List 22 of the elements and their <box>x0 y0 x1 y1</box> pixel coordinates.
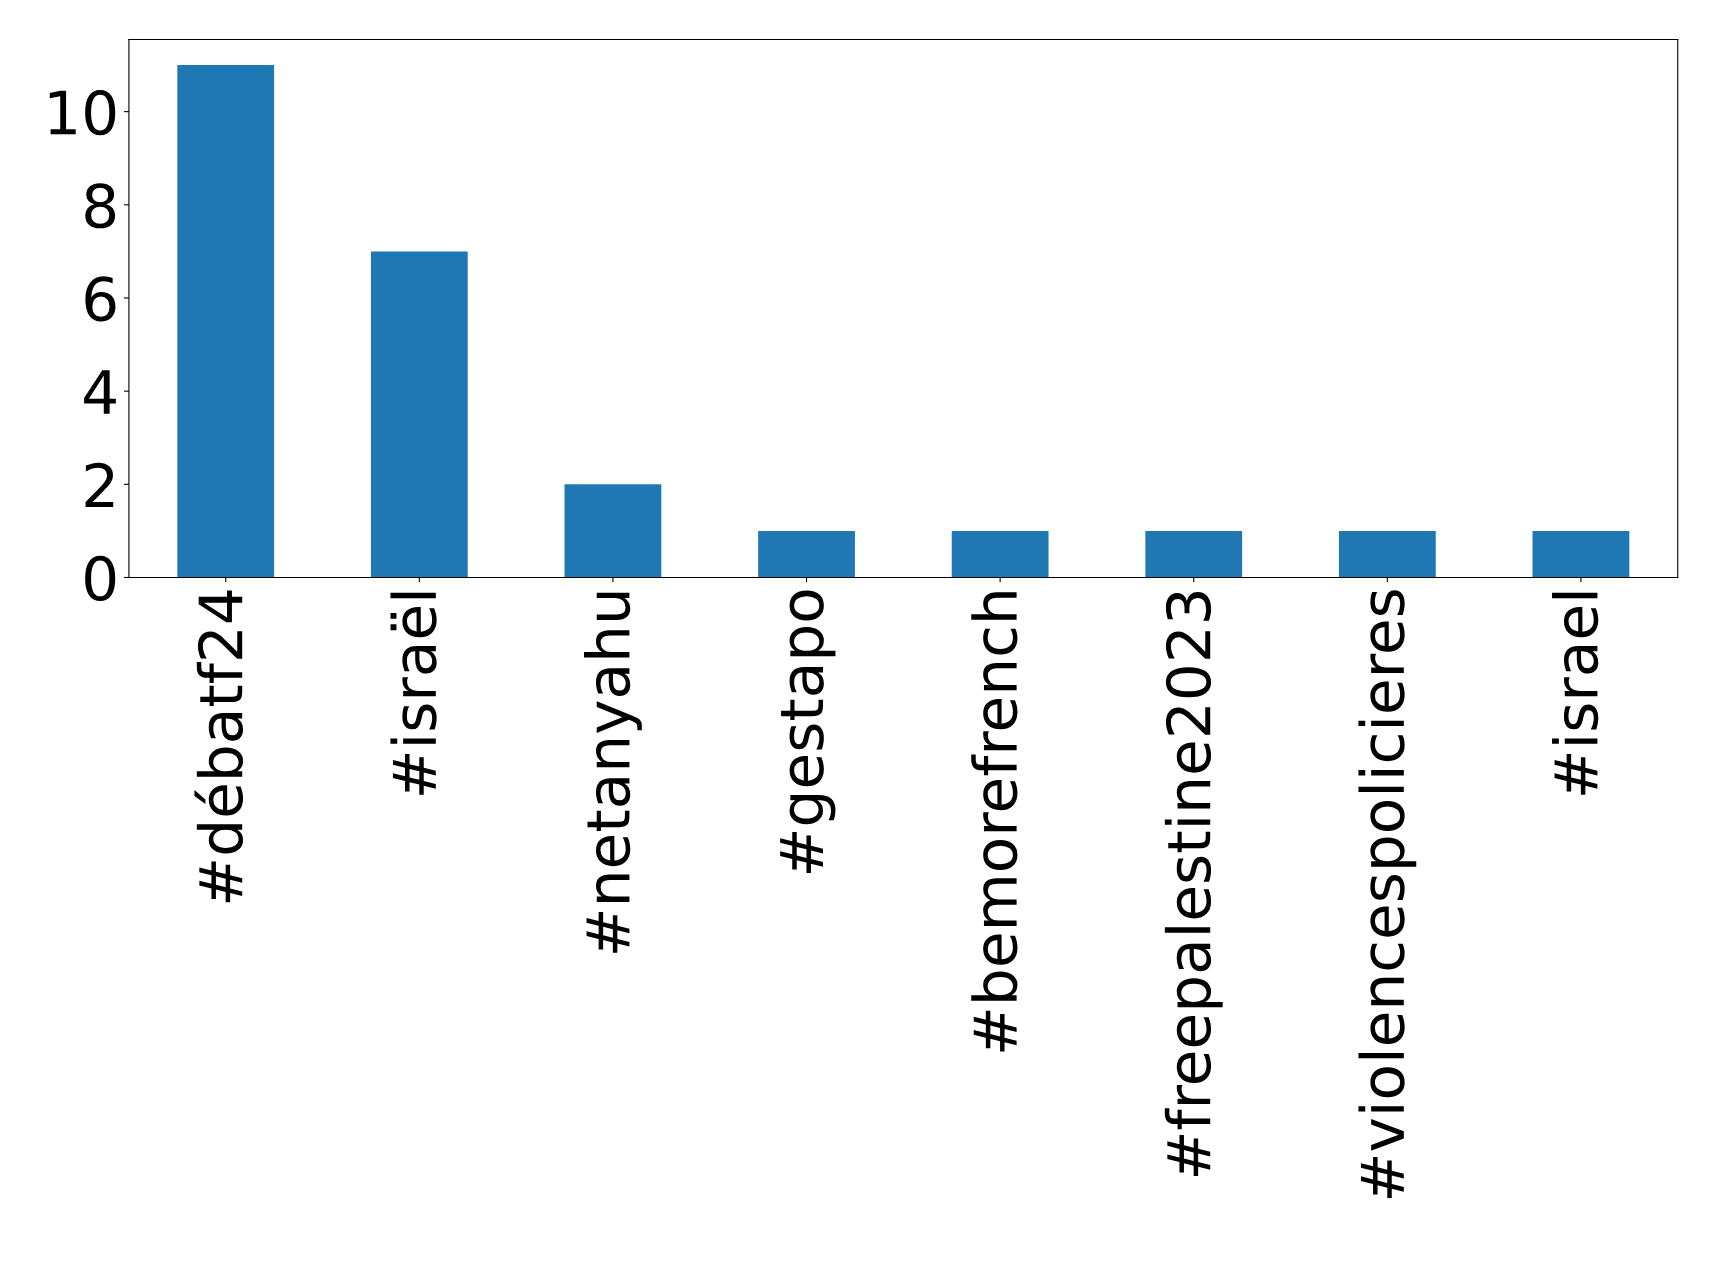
x-tick-label: #israel <box>1552 592 1599 795</box>
bar <box>177 65 275 578</box>
bar <box>951 530 1049 578</box>
y-tick-label: 10 <box>49 90 116 136</box>
x-tick-label: #freepalestine2023 <box>1164 592 1223 1176</box>
x-tick-label: #débatf24 <box>194 590 244 903</box>
x-tick-label: #netanyahu <box>584 592 642 953</box>
y-tick-label: 4 <box>84 370 116 414</box>
bar <box>564 484 662 578</box>
bar <box>1338 530 1436 578</box>
y-tick-label: 8 <box>85 183 116 229</box>
x-tick-label: #bemorefrench <box>971 592 1018 1052</box>
y-tick-label: 2 <box>85 462 114 508</box>
x-tick-label: #israël <box>390 592 437 795</box>
y-tick-label: 0 <box>85 555 116 602</box>
x-tick-label: #gestapo <box>780 590 836 873</box>
bar <box>370 251 468 578</box>
bar <box>1532 530 1630 578</box>
bar <box>1145 530 1243 578</box>
y-tick-label: 6 <box>85 276 116 322</box>
bar <box>758 530 855 578</box>
x-tick-label: #violencespolicieres <box>1358 590 1417 1198</box>
